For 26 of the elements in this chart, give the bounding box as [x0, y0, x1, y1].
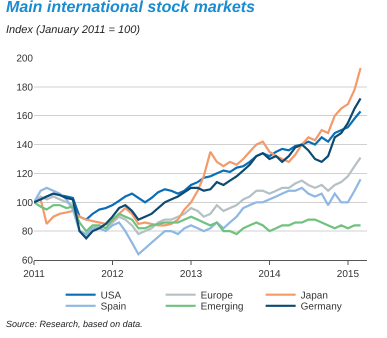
y-tick-label: 160	[16, 111, 34, 122]
x-tick-label: 2013	[180, 269, 203, 280]
chart-subtitle: Index (January 2011 = 100)	[6, 24, 140, 36]
chart-title: Main international stock markets	[6, 0, 256, 16]
y-tick-label: 100	[16, 198, 34, 209]
legend-label: Europe	[200, 290, 234, 302]
line-series	[34, 156, 362, 238]
y-tick-label: 120	[16, 168, 34, 180]
y-tick-label: 60	[22, 256, 34, 266]
x-tick-label: 2015	[336, 269, 360, 280]
y-tick-label: 200	[16, 54, 34, 64]
legend-label: Spain	[100, 302, 126, 313]
line-series	[34, 178, 362, 256]
x-tick-label: 2011	[23, 269, 46, 280]
legend-label: Germany	[300, 302, 342, 313]
legend-label: Emerging	[200, 302, 244, 313]
x-tick-label: 2012	[101, 269, 124, 280]
legend-label: USA	[100, 290, 122, 302]
y-tick-label: 180	[16, 82, 34, 94]
line-series	[34, 201, 362, 236]
legend-label: Japan	[300, 290, 328, 302]
y-tick-label: 80	[22, 226, 34, 238]
line-series	[34, 97, 362, 240]
x-tick-label: 2014	[258, 269, 282, 280]
source-note: Source: Research, based on data.	[6, 319, 143, 329]
y-tick-label: 140	[16, 140, 34, 152]
